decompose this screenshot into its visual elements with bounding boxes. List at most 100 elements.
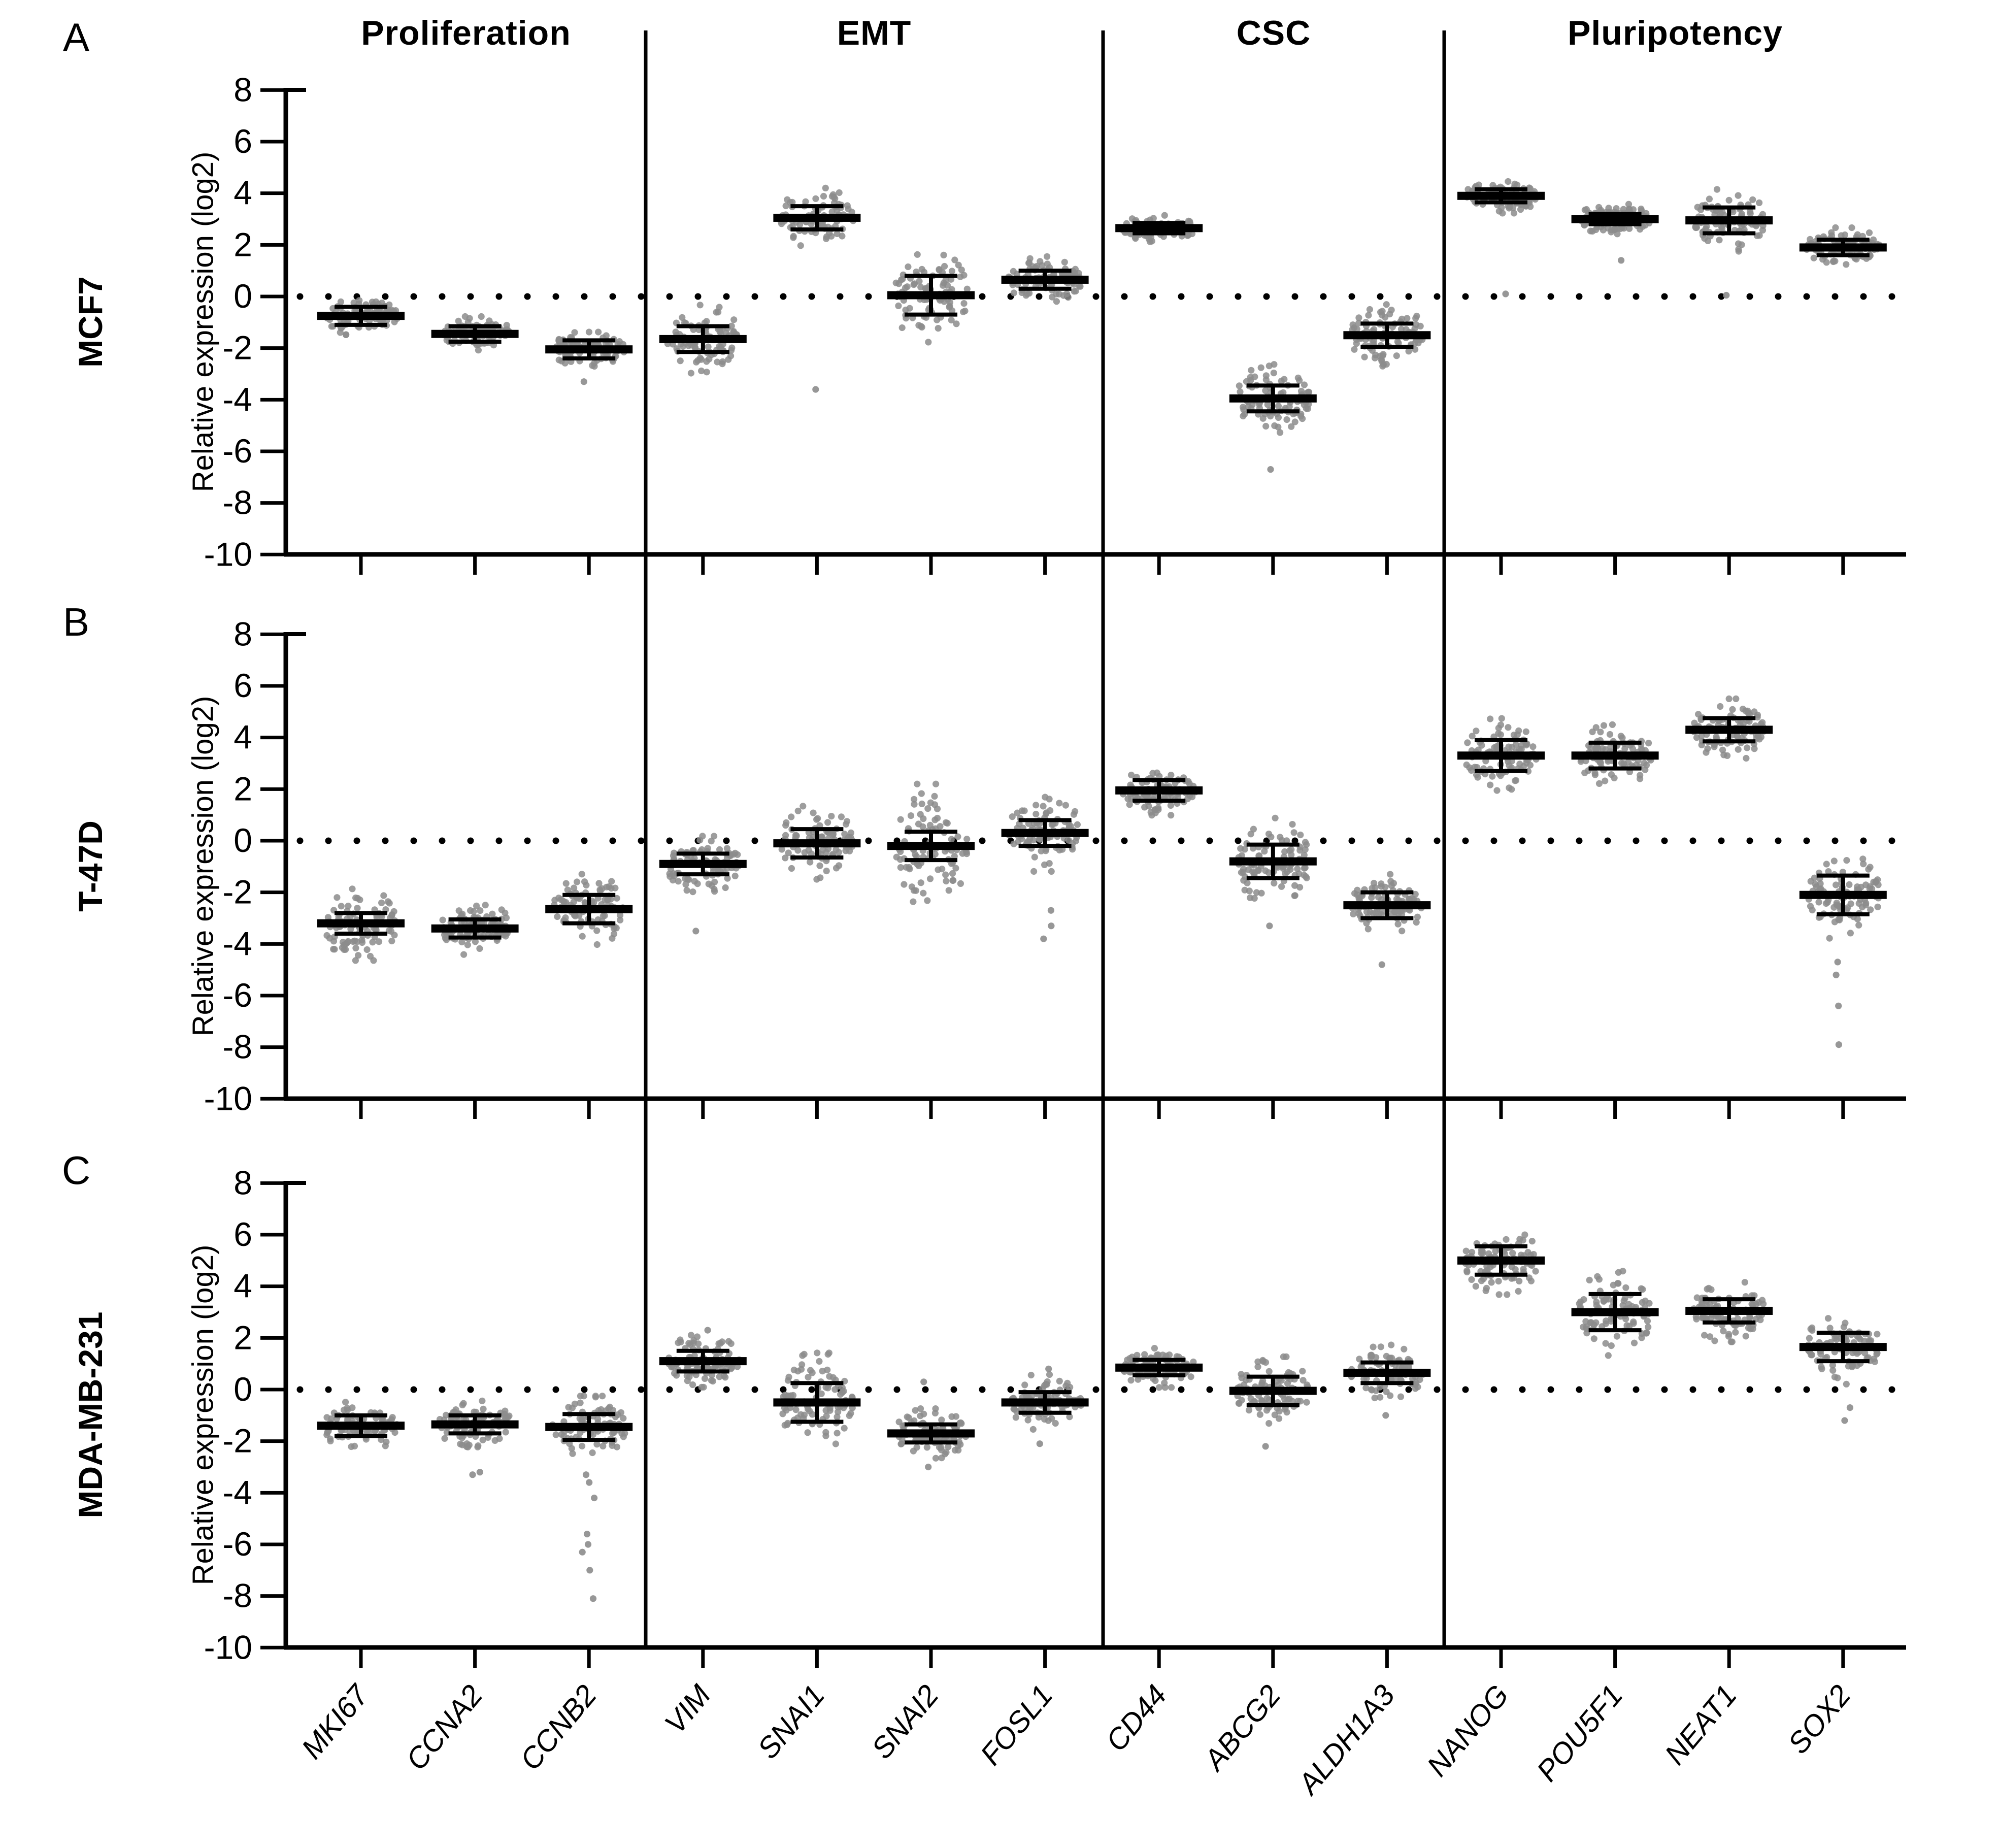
data-point-SOX2 bbox=[1846, 881, 1853, 888]
data-point-NANOG bbox=[1529, 743, 1537, 750]
data-point-FOSL1 bbox=[1024, 1416, 1031, 1424]
data-point-ABCG2 bbox=[1256, 1411, 1263, 1418]
data-point-VIM bbox=[682, 881, 689, 888]
data-point-FOSL1 bbox=[1047, 807, 1054, 814]
data-point-MKI67 bbox=[363, 946, 371, 953]
data-point-SNAI1 bbox=[822, 184, 829, 191]
data-point-SOX2 bbox=[1823, 1354, 1830, 1361]
data-point-POU5F1 bbox=[1617, 733, 1624, 740]
gene-label-SNAI2: SNAI2 bbox=[865, 1679, 945, 1765]
data-point-POU5F1 bbox=[1615, 1280, 1622, 1287]
zero-line-dot bbox=[751, 1386, 758, 1393]
zero-line-dot bbox=[1831, 1386, 1839, 1393]
zero-line-dot bbox=[524, 1386, 531, 1393]
data-point-SOX2 bbox=[1825, 868, 1832, 875]
data-point-ABCG2 bbox=[1277, 429, 1284, 436]
median-bar-ABCG2 bbox=[1229, 857, 1317, 866]
data-point-ABCG2 bbox=[1270, 370, 1277, 377]
zero-line-dot bbox=[296, 1386, 304, 1393]
zero-line-dot bbox=[893, 1386, 901, 1393]
data-point-VIM bbox=[696, 837, 704, 844]
data-point-CCNB2 bbox=[603, 883, 610, 890]
median-bar-VIM bbox=[659, 335, 747, 343]
y-tick-label: 0 bbox=[234, 1370, 252, 1408]
data-point-CCNB2 bbox=[602, 897, 609, 904]
median-bar-ALDH1A3 bbox=[1343, 331, 1431, 340]
data-point-CCNA2 bbox=[496, 1435, 503, 1442]
data-point-ABCG2 bbox=[1268, 834, 1275, 841]
zero-line-dot bbox=[780, 1386, 787, 1393]
median-bar-SNAI1 bbox=[773, 1398, 861, 1407]
data-point-NANOG bbox=[1528, 1238, 1536, 1245]
zero-line-dot bbox=[723, 1386, 730, 1393]
data-point-SNAI2 bbox=[948, 836, 955, 843]
data-point-POU5F1 bbox=[1644, 1317, 1651, 1325]
data-point-VIM bbox=[705, 880, 712, 887]
zero-line-dot bbox=[1490, 1386, 1497, 1393]
data-point-CD44 bbox=[1185, 778, 1192, 785]
data-point-ABCG2 bbox=[1302, 839, 1309, 846]
data-point-ABCG2 bbox=[1240, 412, 1247, 420]
data-point-ABCG2 bbox=[1236, 382, 1243, 389]
data-point-CCNA2 bbox=[482, 902, 489, 909]
gene-label-NEAT1: NEAT1 bbox=[1658, 1679, 1743, 1771]
data-point-NANOG bbox=[1487, 781, 1494, 788]
data-point-SNAI2 bbox=[923, 285, 930, 292]
data-point-VIM bbox=[709, 1377, 716, 1385]
data-point-SNAI2 bbox=[927, 799, 934, 806]
data-point-FOSL1 bbox=[1056, 1377, 1063, 1384]
data-point-POU5F1 bbox=[1609, 721, 1616, 728]
data-point-NEAT1 bbox=[1701, 1332, 1708, 1339]
y-tick-label: -6 bbox=[222, 976, 252, 1014]
data-point-SNAI1 bbox=[826, 1373, 833, 1380]
data-point-SNAI2 bbox=[948, 268, 955, 275]
data-point-NANOG bbox=[1506, 784, 1513, 791]
data-point-ABCG2 bbox=[1245, 1407, 1253, 1414]
data-point-SNAI1 bbox=[781, 1422, 788, 1429]
data-point-SOX2 bbox=[1848, 224, 1855, 232]
data-point-POU5F1 bbox=[1642, 766, 1649, 773]
data-point-SNAI1 bbox=[814, 815, 821, 822]
data-point-ABCG2 bbox=[1302, 864, 1309, 871]
data-point-CD44 bbox=[1168, 772, 1175, 779]
data-point-NANOG bbox=[1468, 767, 1475, 774]
data-point-VIM bbox=[706, 355, 713, 362]
zero-line-dot bbox=[467, 1386, 474, 1393]
zero-line-dot bbox=[1462, 1386, 1469, 1393]
data-point-POU5F1 bbox=[1605, 1296, 1612, 1303]
data-point-ABCG2 bbox=[1294, 865, 1301, 873]
data-point-NEAT1 bbox=[1703, 223, 1710, 230]
data-point-POU5F1 bbox=[1621, 745, 1628, 752]
zero-line-dot bbox=[1092, 293, 1100, 300]
data-point-NEAT1 bbox=[1745, 1325, 1752, 1332]
data-point-CCNB2 bbox=[562, 880, 570, 887]
data-point-MKI67 bbox=[349, 885, 356, 893]
zero-line-dot bbox=[1604, 837, 1611, 844]
data-point-CCNB2 bbox=[593, 1441, 601, 1448]
data-point-ALDH1A3 bbox=[1397, 1393, 1405, 1400]
zero-line-dot bbox=[1746, 837, 1753, 844]
zero-line-dot bbox=[1377, 293, 1384, 300]
data-point-VIM bbox=[725, 1338, 732, 1345]
data-point-SOX2 bbox=[1853, 1362, 1860, 1369]
data-point-SNAI1 bbox=[835, 1408, 842, 1415]
zero-line-dot bbox=[1888, 1386, 1895, 1393]
data-point-NANOG bbox=[1525, 1274, 1533, 1281]
data-point-FOSL1 bbox=[1030, 868, 1038, 875]
data-point-VIM bbox=[679, 314, 686, 321]
zero-line-dot bbox=[382, 837, 389, 844]
data-point-VIM bbox=[730, 316, 738, 323]
data-point-MKI67 bbox=[338, 903, 345, 910]
data-point-SNAI2 bbox=[938, 1446, 945, 1454]
data-point-NEAT1 bbox=[1703, 1315, 1710, 1322]
zero-line-dot bbox=[410, 837, 417, 844]
data-point-VIM bbox=[711, 878, 718, 885]
data-point-NEAT1 bbox=[1748, 1301, 1755, 1308]
data-point-NANOG bbox=[1472, 1283, 1479, 1290]
data-point-MKI67 bbox=[380, 892, 387, 899]
data-point-SNAI2 bbox=[904, 283, 911, 290]
zero-line-dot bbox=[609, 293, 616, 300]
data-point-ALDH1A3 bbox=[1373, 1387, 1380, 1394]
y-tick-label: -4 bbox=[222, 925, 252, 962]
